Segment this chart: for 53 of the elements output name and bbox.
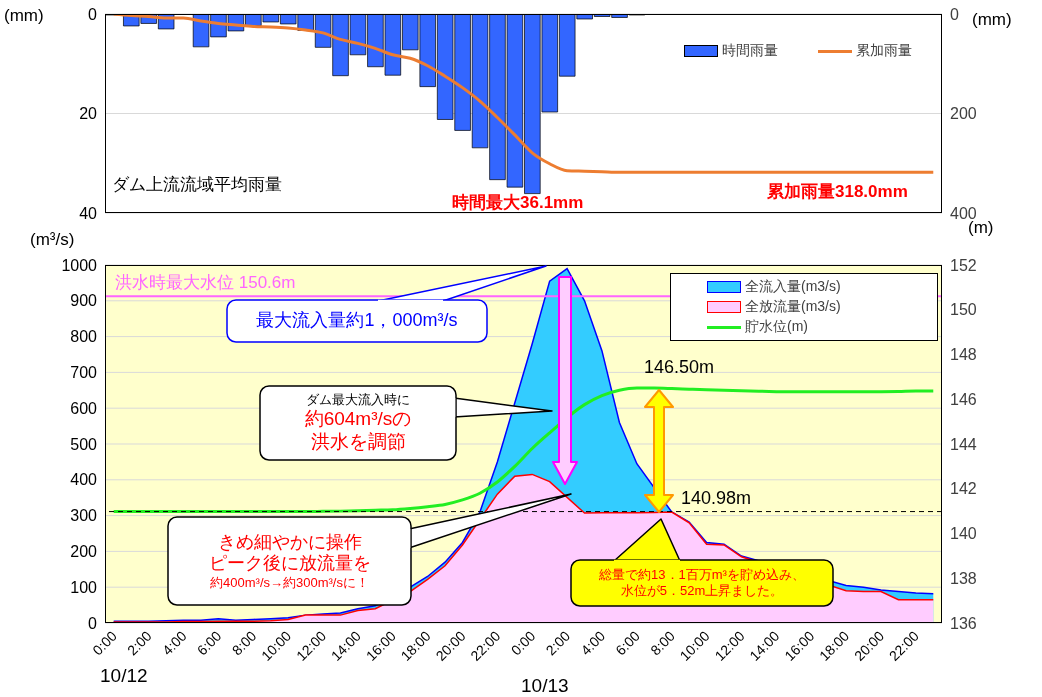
y2-tick-label: 152 bbox=[950, 256, 977, 274]
y2-tick-label: 0 bbox=[950, 5, 959, 23]
text: 10/12 bbox=[100, 665, 148, 687]
y-tick-label: 20 bbox=[79, 105, 98, 123]
legend-label: 貯水位(m) bbox=[745, 318, 808, 336]
y-tick-label: 700 bbox=[70, 364, 98, 382]
annotation: 累加雨量318.0mm bbox=[767, 182, 908, 202]
y2-tick-label: 142 bbox=[950, 480, 977, 498]
y-tick-label: 600 bbox=[70, 399, 98, 417]
y2-tick-label: 136 bbox=[950, 614, 977, 632]
annotation: ダム最大流入時に bbox=[306, 392, 410, 408]
y2-axis-title: (mm) bbox=[972, 10, 1012, 30]
y2-tick-label: 148 bbox=[950, 346, 977, 364]
y2-tick-label: 144 bbox=[950, 435, 977, 453]
annotation: ピーク後に放流量を bbox=[208, 553, 371, 575]
annotation: 最大流入量約1，000m³/s bbox=[256, 310, 458, 332]
x-tick-label: 6:00 bbox=[612, 627, 644, 659]
ref-line-label: 140.98m bbox=[681, 487, 752, 508]
annotation: 洪水を調節 bbox=[310, 430, 406, 454]
y-tick-label: 100 bbox=[70, 578, 98, 596]
ref-line-label: 洪水時最大水位 150.6m bbox=[115, 273, 296, 293]
y2-tick-label: 140 bbox=[950, 525, 977, 543]
y-axis-title: (mm) bbox=[4, 6, 44, 26]
y-tick-label: 400 bbox=[70, 471, 98, 489]
annotation: きめ細やかに操作 bbox=[217, 531, 362, 554]
y-tick-label: 900 bbox=[70, 292, 98, 310]
y-axis-title: (m³/s) bbox=[30, 230, 75, 250]
y2-tick-label: 138 bbox=[950, 569, 977, 587]
legend-label: 全放流量(m3/s) bbox=[745, 298, 841, 316]
legend-label: 全流入量(m3/s) bbox=[745, 278, 841, 296]
legend-label: 時間雨量 bbox=[722, 42, 778, 60]
annotation: ダム上流流域平均雨量 bbox=[112, 175, 282, 195]
y-tick-label: 1000 bbox=[61, 256, 98, 274]
annotation: 約400m³/s→約300m³/sに！ bbox=[210, 574, 369, 591]
y2-tick-label: 150 bbox=[950, 301, 977, 319]
y-tick-label: 40 bbox=[79, 204, 98, 222]
y-tick-label: 0 bbox=[88, 614, 98, 632]
text: 10/13 bbox=[521, 675, 569, 697]
y2-tick-label: 146 bbox=[950, 390, 977, 408]
y-tick-label: 0 bbox=[88, 5, 98, 23]
y-tick-label: 800 bbox=[70, 328, 98, 346]
legend-label: 累加雨量 bbox=[856, 42, 912, 60]
x-tick-label: 8:00 bbox=[647, 627, 678, 659]
x-tick-label: 4:00 bbox=[159, 627, 190, 659]
annotation: 約604m³/sの bbox=[304, 408, 412, 431]
annotation: 時間最大36.1mm bbox=[452, 193, 584, 213]
y-tick-label: 500 bbox=[70, 435, 98, 453]
annotation: 水位が5．52m上昇ました。 bbox=[620, 583, 784, 599]
y2-tick-label: 200 bbox=[950, 105, 977, 123]
annotation: 総量で約13．1百万m³を貯め込み、 bbox=[599, 567, 805, 583]
annotation: 146.50m bbox=[644, 357, 715, 378]
y-tick-label: 300 bbox=[70, 507, 98, 525]
y-tick-label: 200 bbox=[70, 543, 98, 561]
